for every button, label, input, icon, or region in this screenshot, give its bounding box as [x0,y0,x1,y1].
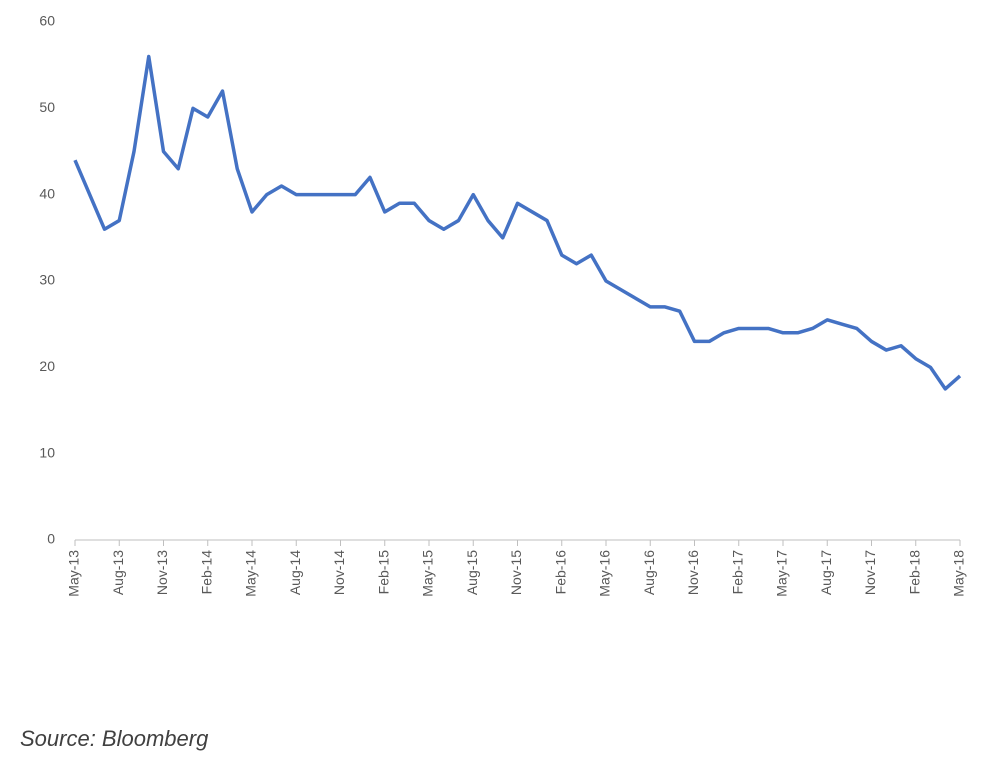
x-tick-label: Nov-17 [862,550,878,595]
data-line [73,54,962,391]
x-tick-label: Nov-14 [331,550,347,595]
x-tick-label: May-17 [774,550,790,597]
x-tick-label: Feb-17 [729,550,745,595]
x-tick-label: Feb-14 [198,550,214,595]
x-tick-label: Feb-18 [906,550,922,595]
x-tick-label: May-14 [243,550,259,597]
x-tick-label: Aug-15 [464,550,480,595]
x-tick-label: Aug-17 [818,550,834,595]
y-tick-label: 30 [39,272,55,288]
y-tick-label: 60 [39,13,55,29]
x-tick-label: Aug-16 [641,550,657,595]
source-note: Source: Bloomberg [20,726,209,751]
x-tick-label: May-13 [66,550,82,597]
x-tick-label: Nov-13 [154,550,170,595]
x-tick-label: Feb-15 [375,550,391,595]
x-tick-label: May-18 [951,550,967,597]
x-tick-label: May-16 [597,550,613,597]
y-tick-label: 10 [39,444,55,460]
y-tick-label: 0 [47,531,55,547]
y-tick-label: 50 [39,99,55,115]
x-tick-label: Aug-14 [287,550,303,595]
y-tick-label: 20 [39,358,55,374]
y-tick-label: 40 [39,185,55,201]
x-tick-label: Nov-16 [685,550,701,595]
x-tick-label: May-15 [420,550,436,597]
x-tick-label: Feb-16 [552,550,568,595]
x-tick-label: Nov-15 [508,550,524,595]
x-tick-label: Aug-13 [110,550,126,595]
